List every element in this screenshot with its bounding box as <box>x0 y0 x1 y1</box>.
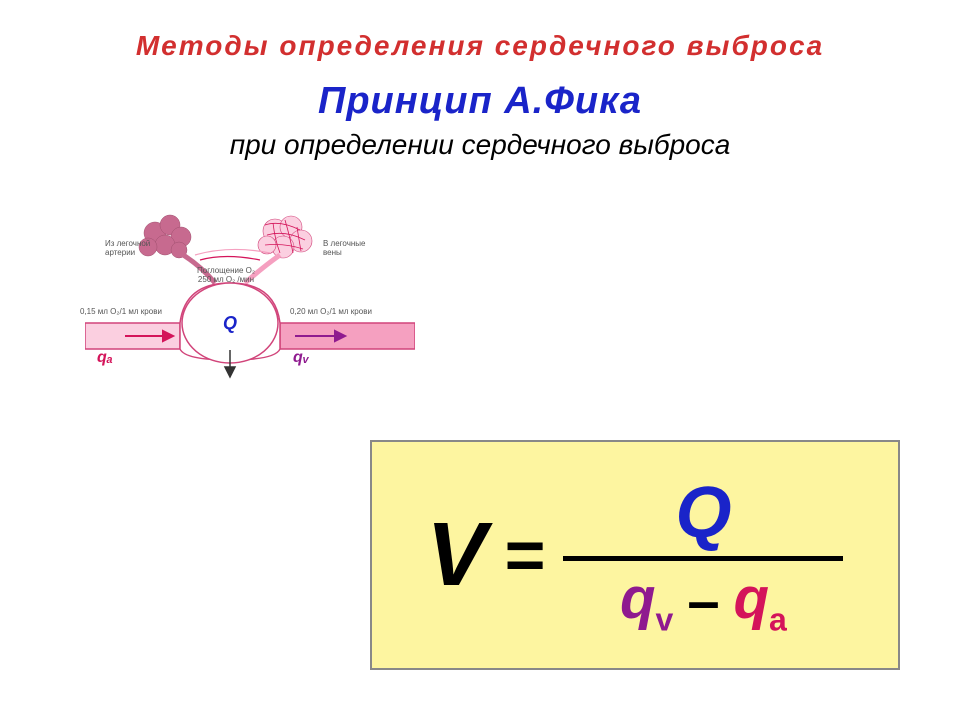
formula-fraction: Q qv – qa <box>563 472 843 639</box>
formula-equals: = <box>505 515 546 595</box>
formula-box: V = Q qv – qa <box>370 440 900 670</box>
formula-qa: qa <box>734 565 787 639</box>
label-vein: В легочныевены <box>323 240 365 258</box>
formula: V = Q qv – qa <box>427 472 844 639</box>
subtitle-text: при определении сердечного выброса <box>0 129 960 161</box>
label-Q: Q <box>223 313 237 334</box>
formula-Q: Q <box>667 472 739 556</box>
diagram-svg <box>85 205 415 405</box>
formula-denominator: qv – qa <box>620 561 787 639</box>
label-artery: Из легочнойартерии <box>105 240 150 258</box>
vessel <box>85 283 415 363</box>
formula-V: V <box>427 504 487 607</box>
fick-diagram: Из легочнойартерии В легочныевены Поглощ… <box>85 205 415 405</box>
label-qv: qᵥ <box>293 349 309 367</box>
label-qa: qₐ <box>97 349 113 367</box>
label-qv-value: 0,20 мл O₂/1 мл крови <box>290 308 372 317</box>
label-qa-value: 0,15 мл O₂/1 мл крови <box>80 308 162 317</box>
header-text: Методы определения сердечного выброса <box>0 0 960 62</box>
label-consumption: Поглощение O₂250 мл O₂ /мин <box>197 267 255 285</box>
title-text: Принцип А.Фика <box>0 80 960 123</box>
formula-qv: qv <box>620 565 673 639</box>
formula-minus: – <box>687 568 719 635</box>
